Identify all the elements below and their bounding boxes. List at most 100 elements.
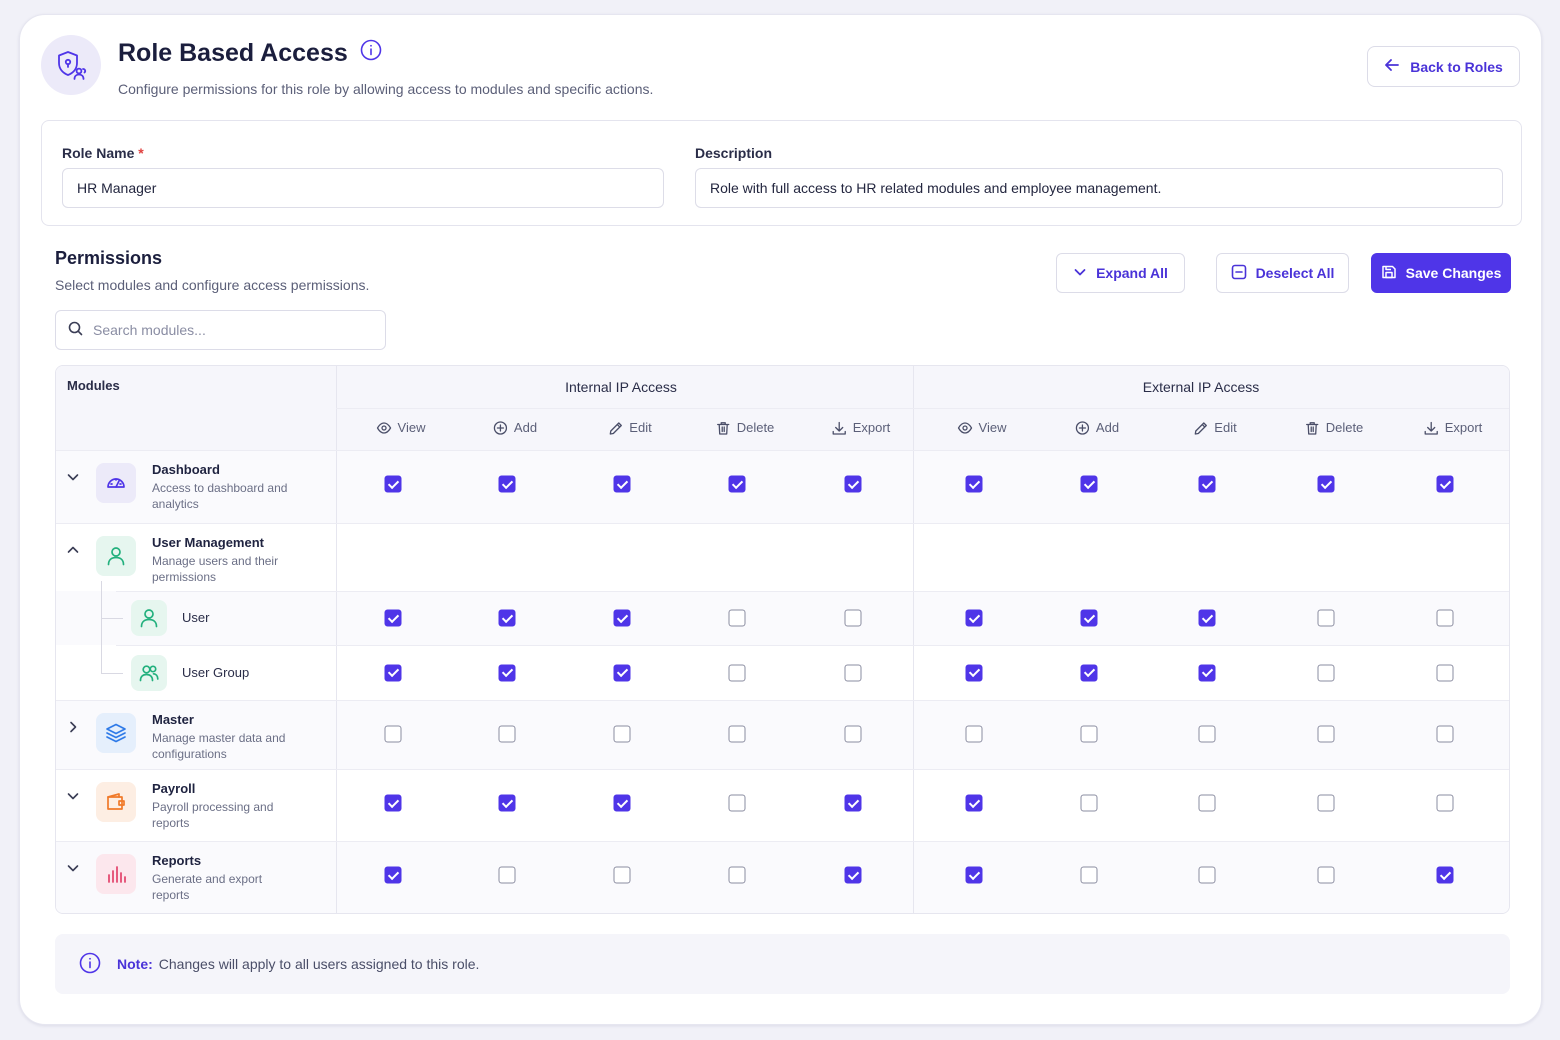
external-edit-checkbox[interactable] [1198,475,1216,493]
trash-icon [1306,421,1319,435]
external-edit-checkbox[interactable] [1198,664,1216,681]
internal-edit-header: Edit [608,420,652,435]
internal-export-checkbox[interactable] [844,866,862,884]
external-delete-checkbox[interactable] [1317,609,1335,627]
description-input[interactable]: Role with full access to HR related modu… [695,168,1503,208]
internal-delete-checkbox[interactable] [728,609,746,627]
internal-export-header: Export [832,420,890,435]
bar-chart-icon [96,854,136,894]
action-label: View [397,420,426,435]
internal-edit-checkbox[interactable] [613,664,631,681]
required-mark: * [138,145,144,161]
internal-view-header: View [376,420,426,435]
internal-add-checkbox[interactable] [498,664,516,681]
back-to-roles-button[interactable]: Back to Roles [1367,46,1520,87]
internal-export-checkbox[interactable] [844,664,862,681]
deselect-all-button[interactable]: Deselect All [1216,253,1349,293]
internal-delete-checkbox[interactable] [728,866,746,884]
back-to-roles-label: Back to Roles [1410,58,1503,75]
page-title: Role Based Access [118,39,382,68]
external-add-checkbox[interactable] [1080,609,1098,627]
role-name-value: HR Manager [77,180,157,196]
chevron-right-icon[interactable] [66,720,80,734]
external-export-checkbox[interactable] [1436,794,1454,812]
external-view-checkbox[interactable] [965,609,983,627]
internal-view-checkbox[interactable] [384,609,402,627]
action-label: Export [1444,420,1483,435]
module-description: Manage users and their permissions [152,554,279,584]
internal-export-checkbox[interactable] [844,794,862,812]
role-access-card: Role Based Access Configure permissions … [19,14,1542,1025]
external-edit-checkbox[interactable] [1198,609,1216,627]
tree-branch-line [101,618,123,619]
chevron-down-icon[interactable] [66,470,80,484]
internal-export-checkbox[interactable] [844,725,862,743]
external-delete-checkbox[interactable] [1317,664,1335,681]
internal-add-header: Add [493,420,537,435]
plus-circle-icon [493,420,508,435]
internal-edit-checkbox[interactable] [613,866,631,884]
internal-edit-checkbox[interactable] [613,475,631,493]
chevron-down-icon[interactable] [66,861,80,875]
external-delete-checkbox[interactable] [1317,725,1335,743]
external-export-checkbox[interactable] [1436,609,1454,627]
external-view-checkbox[interactable] [965,475,983,493]
internal-view-checkbox[interactable] [384,664,402,681]
external-export-checkbox[interactable] [1436,866,1454,884]
internal-add-checkbox[interactable] [498,725,516,743]
gauge-icon [96,463,136,503]
internal-view-checkbox[interactable] [384,725,402,743]
external-view-checkbox[interactable] [965,725,983,743]
external-add-checkbox[interactable] [1080,866,1098,884]
external-export-checkbox[interactable] [1436,664,1454,681]
external-edit-checkbox[interactable] [1198,794,1216,812]
action-label: Delete [1325,420,1364,435]
external-add-checkbox[interactable] [1080,794,1098,812]
internal-view-checkbox[interactable] [384,866,402,884]
internal-view-checkbox[interactable] [384,794,402,812]
module-name: Reports [152,853,202,868]
external-export-checkbox[interactable] [1436,475,1454,493]
internal-export-checkbox[interactable] [844,609,862,627]
internal-delete-checkbox[interactable] [728,794,746,812]
internal-add-checkbox[interactable] [498,475,516,493]
external-delete-checkbox[interactable] [1317,866,1335,884]
external-delete-checkbox[interactable] [1317,794,1335,812]
external-edit-checkbox[interactable] [1198,725,1216,743]
external-delete-checkbox[interactable] [1317,475,1335,493]
note-banner: Note: Changes will apply to all users ass… [55,934,1510,994]
chevron-up-icon[interactable] [66,543,80,557]
search-modules-input[interactable]: Search modules... [55,310,386,350]
save-changes-button[interactable]: Save Changes [1371,253,1511,293]
chevron-down-icon[interactable] [66,789,80,803]
deselect-all-label: Deselect All [1255,265,1335,281]
row-stripe [56,591,1509,645]
search-placeholder: Search modules... [93,322,206,338]
internal-delete-checkbox[interactable] [728,725,746,743]
external-view-checkbox[interactable] [965,794,983,812]
internal-add-checkbox[interactable] [498,794,516,812]
internal-delete-checkbox[interactable] [728,475,746,493]
internal-delete-checkbox[interactable] [728,664,746,681]
external-add-checkbox[interactable] [1080,725,1098,743]
internal-edit-checkbox[interactable] [613,794,631,812]
note-message: Changes will apply to all users assigned… [158,956,480,972]
external-export-checkbox[interactable] [1436,725,1454,743]
internal-add-checkbox[interactable] [498,866,516,884]
expand-all-button[interactable]: Expand All [1056,253,1185,293]
internal-view-checkbox[interactable] [384,475,402,493]
internal-edit-checkbox[interactable] [613,725,631,743]
external-view-checkbox[interactable] [965,866,983,884]
role-name-input[interactable]: HR Manager [62,168,664,208]
external-add-checkbox[interactable] [1080,475,1098,493]
header-bottom-divider [56,450,1509,451]
internal-export-checkbox[interactable] [844,475,862,493]
internal-edit-checkbox[interactable] [613,609,631,627]
info-icon[interactable] [360,39,382,68]
external-view-checkbox[interactable] [965,664,983,681]
internal-add-checkbox[interactable] [498,609,516,627]
external-edit-checkbox[interactable] [1198,866,1216,884]
action-label: Add [513,420,538,435]
download-icon [1424,421,1438,435]
external-add-checkbox[interactable] [1080,664,1098,681]
